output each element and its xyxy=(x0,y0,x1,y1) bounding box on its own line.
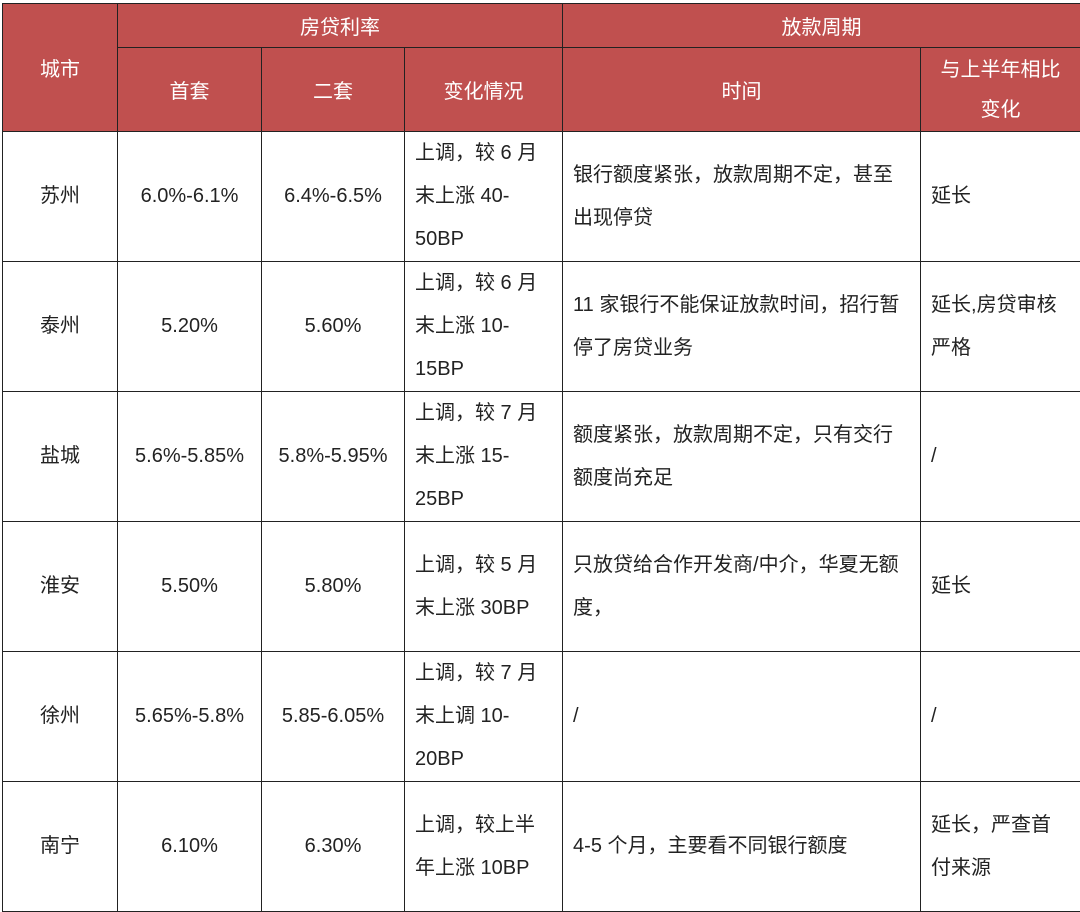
header-change: 变化情况 xyxy=(403,47,564,132)
cell-first: 6.10% xyxy=(117,781,262,912)
header-loan-period: 放款周期 xyxy=(562,3,1080,48)
header-first-home: 首套 xyxy=(117,47,262,132)
cell-first: 5.65%-5.8% xyxy=(117,651,262,782)
header-vs-h1: 与上半年相比变化 xyxy=(920,47,1080,132)
cell-change: 上调，较上半年上涨 10BP xyxy=(403,781,564,912)
cell-second: 5.85-6.05% xyxy=(261,651,405,782)
cell-change: 上调，较 6 月末上涨 40-50BP xyxy=(403,131,564,262)
table-row: 泰州 5.20% 5.60% 上调，较 6 月末上涨 10-15BP 11 家银行不能保… xyxy=(2,261,1080,392)
cell-city: 盐城 xyxy=(2,391,118,522)
cell-vs: 延长 xyxy=(920,131,1080,262)
cell-change: 上调，较 7 月末上涨 15-25BP xyxy=(403,391,564,522)
cell-vs: 延长,房贷审核严格 xyxy=(920,261,1080,392)
cell-second: 6.4%-6.5% xyxy=(261,131,405,262)
cell-vs: 延长，严查首付来源 xyxy=(920,781,1080,912)
cell-city: 淮安 xyxy=(2,521,118,652)
table-row: 南宁 6.10% 6.30% 上调，较上半年上涨 10BP 4-5 个月，主要看不同银行… xyxy=(2,781,1080,912)
cell-time: 4-5 个月，主要看不同银行额度 xyxy=(562,781,922,912)
header-city: 城市 xyxy=(2,3,118,132)
cell-first: 5.6%-5.85% xyxy=(117,391,262,522)
cell-time: / xyxy=(562,651,922,782)
cell-time: 11 家银行不能保证放款时间，招行暂停了房贷业务 xyxy=(562,261,922,392)
table-row: 徐州 5.65%-5.8% 5.85-6.05% 上调，较 7 月末上调 10-20B… xyxy=(2,651,1080,782)
cell-time: 只放贷给合作开发商/中介，华夏无额度， xyxy=(562,521,922,652)
cell-second: 6.30% xyxy=(261,781,405,912)
header-second-home: 二套 xyxy=(261,47,405,132)
cell-city: 南宁 xyxy=(2,781,118,912)
header-time: 时间 xyxy=(562,47,922,132)
cell-change: 上调，较 5 月末上涨 30BP xyxy=(403,521,564,652)
cell-city: 苏州 xyxy=(2,131,118,262)
cell-vs: 延长 xyxy=(920,521,1080,652)
cell-vs: / xyxy=(920,391,1080,522)
header-loan-rate: 房贷利率 xyxy=(116,3,564,48)
mortgage-table: 城市 房贷利率 放款周期 首套 二套 变化情况 时间 与上半年相比变化 苏州 6.… xyxy=(2,3,1080,912)
table-row: 盐城 5.6%-5.85% 5.8%-5.95% 上调，较 7 月末上涨 15-25B… xyxy=(2,391,1080,522)
table-row: 淮安 5.50% 5.80% 上调，较 5 月末上涨 30BP 只放贷给合作开发商/中介… xyxy=(2,521,1080,652)
cell-first: 5.50% xyxy=(117,521,262,652)
cell-change: 上调，较 7 月末上调 10-20BP xyxy=(403,651,564,782)
cell-second: 5.8%-5.95% xyxy=(261,391,405,522)
cell-vs: / xyxy=(920,651,1080,782)
cell-first: 6.0%-6.1% xyxy=(117,131,262,262)
cell-city: 徐州 xyxy=(2,651,118,782)
cell-first: 5.20% xyxy=(117,261,262,392)
cell-change: 上调，较 6 月末上涨 10-15BP xyxy=(403,261,564,392)
table-row: 苏州 6.0%-6.1% 6.4%-6.5% 上调，较 6 月末上涨 40-50BP 银… xyxy=(2,131,1080,262)
cell-time: 银行额度紧张，放款周期不定，甚至出现停贷 xyxy=(562,131,922,262)
cell-second: 5.80% xyxy=(261,521,405,652)
cell-city: 泰州 xyxy=(2,261,118,392)
cell-time: 额度紧张，放款周期不定，只有交行额度尚充足 xyxy=(562,391,922,522)
cell-second: 5.60% xyxy=(261,261,405,392)
